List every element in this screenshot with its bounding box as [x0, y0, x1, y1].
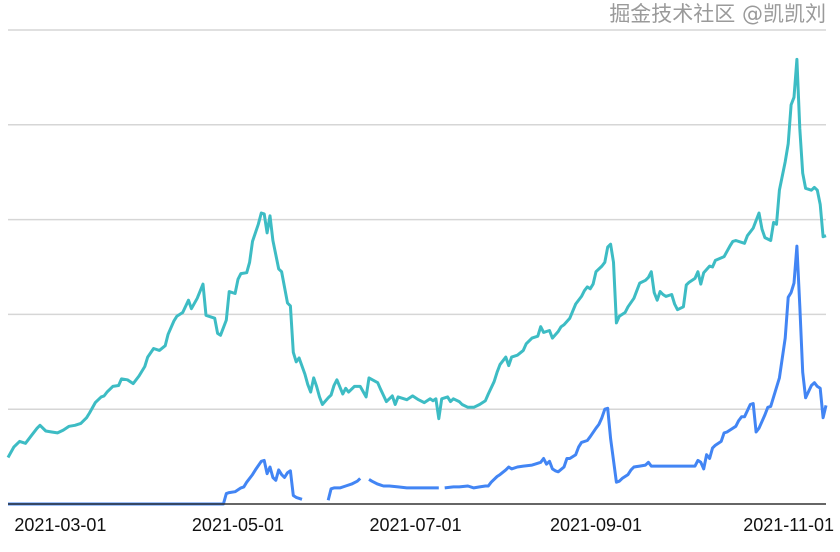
series-2-line	[444, 244, 828, 490]
watermark: 掘金技术社区 @凯凯刘	[609, 2, 826, 26]
x-axis-ticks: 2021-03-01 2021-05-01 2021-07-01 2021-09…	[14, 515, 834, 535]
x-tick-label: 2021-03-01	[14, 515, 106, 535]
x-tick-label: 2021-07-01	[370, 515, 462, 535]
series-2-line	[326, 477, 362, 501]
x-tick-label: 2021-09-01	[550, 515, 642, 535]
x-tick-label: 2021-05-01	[192, 515, 284, 535]
x-tick-label: 2021-11-01	[743, 515, 834, 535]
series-2-line	[368, 478, 439, 490]
series-1-line	[6, 57, 827, 459]
series-lines	[6, 57, 828, 506]
gridlines	[8, 29, 826, 410]
series-2-line	[8, 458, 303, 506]
